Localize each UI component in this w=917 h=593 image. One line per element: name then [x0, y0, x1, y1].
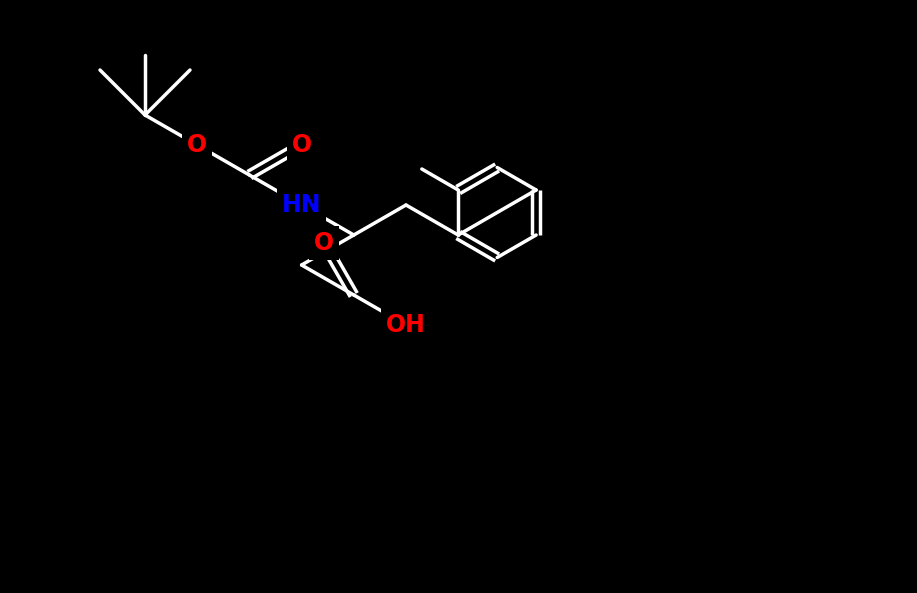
Text: O: O: [314, 231, 334, 255]
Text: OH: OH: [386, 313, 425, 337]
Text: O: O: [292, 133, 312, 157]
Text: HN: HN: [282, 193, 321, 217]
Text: O: O: [187, 133, 207, 157]
